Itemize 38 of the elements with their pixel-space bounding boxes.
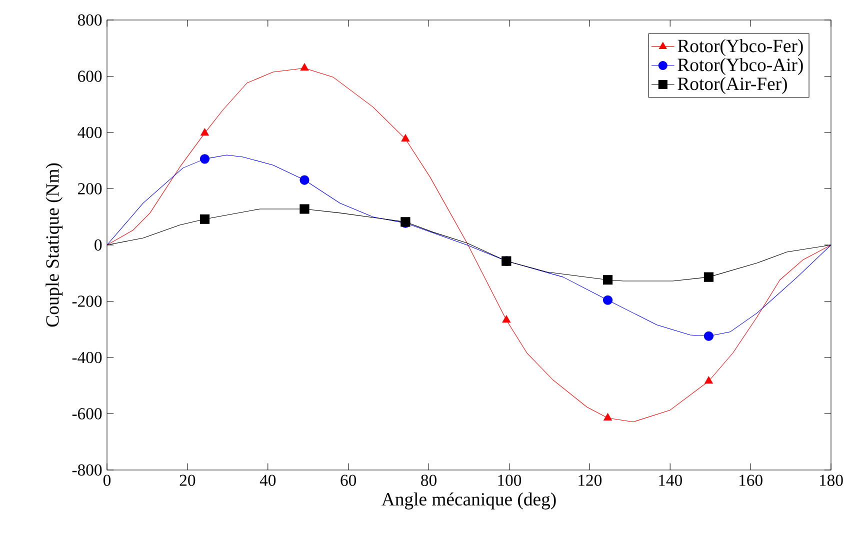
point xyxy=(602,275,613,285)
legend-label: Rotor(Ybco-Fer) xyxy=(678,39,803,56)
y-tick-label: 800 xyxy=(78,14,102,26)
point xyxy=(200,154,210,164)
x-tick-label: 80 xyxy=(421,474,436,486)
x-tick-label: 100 xyxy=(498,474,522,486)
x-tick-label: 160 xyxy=(740,474,762,486)
point xyxy=(300,175,310,185)
legend-label: Rotor(Ybco-Air) xyxy=(678,58,803,75)
x-tick-label: 40 xyxy=(260,474,276,486)
point xyxy=(300,204,310,214)
y-tick-label: -200 xyxy=(72,296,102,307)
point xyxy=(602,295,613,305)
point xyxy=(704,331,714,341)
point xyxy=(604,413,612,421)
y-tick-label: 400 xyxy=(78,126,102,138)
y-tick-label: -400 xyxy=(72,352,102,364)
y-tick-label: -800 xyxy=(72,464,102,476)
y-axis-title: Couple Statique (Nm) xyxy=(46,163,63,327)
x-axis-title: Angle mécanique (deg) xyxy=(382,492,556,510)
x-tick-label: 120 xyxy=(578,474,602,486)
point xyxy=(200,128,209,136)
x-tick-label: 180 xyxy=(820,474,843,486)
x-tick-label: 0 xyxy=(103,474,111,486)
y-tick-label: 600 xyxy=(78,70,102,82)
point xyxy=(502,315,511,323)
point xyxy=(300,63,309,71)
point xyxy=(704,272,714,282)
y-tick-label: -600 xyxy=(72,408,102,420)
y-tick-label: 200 xyxy=(78,183,102,194)
point xyxy=(200,214,210,224)
legend-label: Rotor(Air-Fer) xyxy=(678,76,787,94)
x-tick-label: 20 xyxy=(180,474,196,486)
x-tick-label: 140 xyxy=(659,474,682,486)
x-tick-label: 60 xyxy=(340,474,356,486)
y-tick-label: 0 xyxy=(94,239,102,251)
point xyxy=(704,376,713,384)
point xyxy=(401,134,410,142)
